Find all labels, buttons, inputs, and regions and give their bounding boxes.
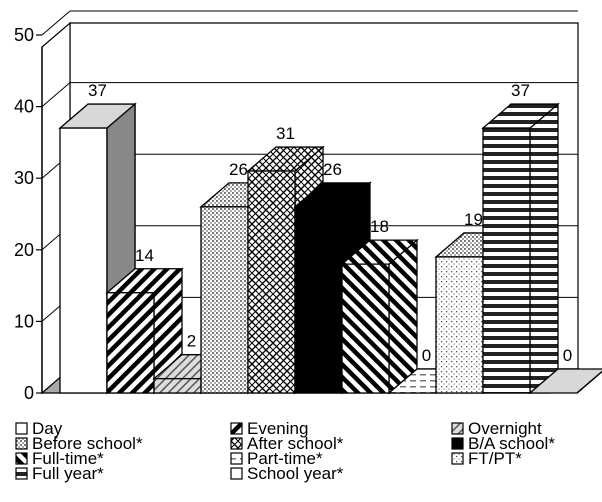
y-tick-label: 20 [14, 240, 34, 260]
legend-label: Evening [247, 419, 308, 438]
data-label: 37 [511, 81, 530, 100]
y-tick-label: 0 [24, 383, 34, 403]
bar-front [153, 378, 202, 394]
legend-swatch [451, 437, 464, 450]
legend-label: Overnight [468, 419, 542, 438]
legend-label: Full-time* [32, 449, 104, 468]
bar-front [482, 127, 531, 394]
bar-front [341, 263, 390, 394]
y-axis: 0 10 20 30 40 50 [14, 25, 43, 403]
legend: Day Evening Overnight Before school* After s… [15, 419, 555, 483]
bar [340, 238, 419, 395]
bar-side [388, 238, 418, 395]
bar-side [529, 102, 559, 395]
legend-item: FT/PT* [451, 449, 522, 468]
bars [58, 102, 602, 395]
legend-label: B/A school* [468, 434, 555, 453]
legend-swatch [15, 452, 28, 465]
bar-front [294, 206, 343, 394]
legend-item: Full year* [15, 464, 104, 483]
legend-item: Full-time* [15, 449, 104, 468]
data-label: 31 [276, 124, 295, 143]
y-tick-label: 30 [14, 168, 34, 188]
data-label: 0 [422, 346, 431, 365]
legend-swatch [230, 422, 243, 435]
legend-swatch [15, 437, 28, 450]
bar [481, 102, 560, 395]
data-label: 14 [135, 246, 154, 265]
legend-item: Before school* [15, 434, 143, 453]
legend-label: After school* [247, 434, 344, 453]
legend-label: Before school* [32, 434, 143, 453]
y-tick-label: 10 [14, 311, 34, 331]
legend-label: Full year* [32, 464, 104, 483]
legend-item: School year* [230, 464, 344, 483]
data-label: 18 [370, 217, 389, 236]
grid-line-side [41, 82, 71, 107]
legend-label: School year* [247, 464, 344, 483]
legend-swatch [15, 467, 28, 480]
data-label: 26 [229, 160, 248, 179]
legend-swatch [15, 422, 28, 435]
legend-label: FT/PT* [468, 449, 522, 468]
bar-front [247, 170, 296, 394]
legend-item: B/A school* [451, 434, 555, 453]
legend-swatch [230, 437, 243, 450]
legend-label: Part-time* [247, 449, 323, 468]
legend-item: Overnight [451, 419, 542, 438]
legend-swatch [230, 467, 243, 480]
data-label: 2 [187, 332, 196, 351]
legend-label: Day [32, 419, 63, 438]
legend-item: Part-time* [230, 449, 323, 468]
data-label: 26 [323, 160, 342, 179]
data-label: 19 [464, 210, 483, 229]
data-label: 37 [88, 81, 107, 100]
bar-front [59, 127, 108, 394]
bar-front [106, 292, 155, 394]
data-label: 0 [563, 346, 572, 365]
legend-swatch [451, 452, 464, 465]
y-tick-label: 40 [14, 97, 34, 117]
legend-item: After school* [230, 434, 344, 453]
legend-item: Evening [230, 419, 308, 438]
grid-line-side [41, 10, 71, 36]
legend-item: Day [15, 419, 63, 438]
bar [528, 368, 602, 394]
y-tick-label: 50 [14, 25, 34, 45]
bar-front [435, 256, 484, 394]
bar-front [200, 206, 249, 394]
data-labels: 37 14 2 26 31 26 18 0 19 37 0 [88, 81, 572, 365]
bar-side-shade [576, 370, 602, 394]
legend-swatch [451, 422, 464, 435]
legend-swatch [230, 452, 243, 465]
